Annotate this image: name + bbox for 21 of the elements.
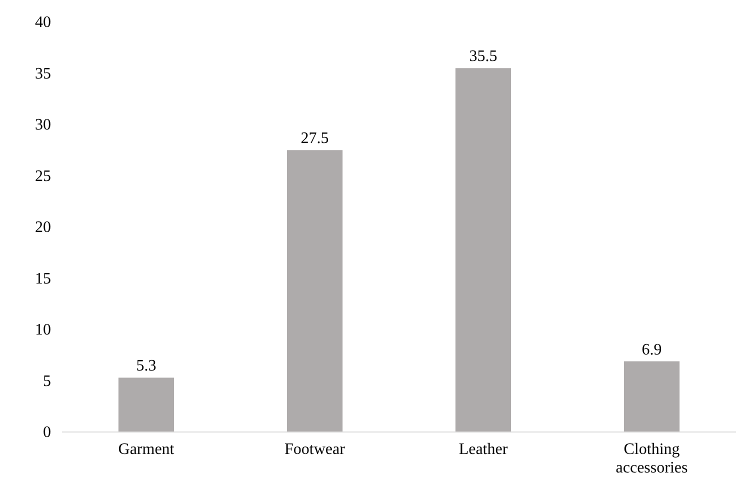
x-tick-label: Clothing accessories (616, 441, 688, 477)
bar (118, 378, 174, 432)
bar (624, 361, 680, 432)
y-tick-label: 5 (43, 372, 51, 390)
y-tick-label: 35 (35, 65, 51, 82)
y-tick-label: 40 (35, 14, 51, 32)
y-tick-label: 30 (35, 116, 51, 134)
y-tick-label: 15 (35, 270, 51, 288)
data-label: 6.9 (642, 341, 662, 358)
y-tick-label: 10 (35, 322, 51, 339)
y-tick-label: 20 (35, 219, 51, 236)
y-tick-label: 0 (43, 424, 51, 442)
bar (286, 150, 343, 432)
x-tick-label: Leather (458, 441, 508, 458)
data-label: 27.5 (300, 130, 329, 148)
y-tick-label: 25 (35, 168, 51, 185)
data-label: 5.3 (136, 358, 156, 375)
x-tick-label: Footwear (284, 441, 346, 458)
bar (455, 68, 512, 432)
x-tick-label: Garment (118, 441, 175, 458)
data-label: 35.5 (469, 48, 498, 66)
